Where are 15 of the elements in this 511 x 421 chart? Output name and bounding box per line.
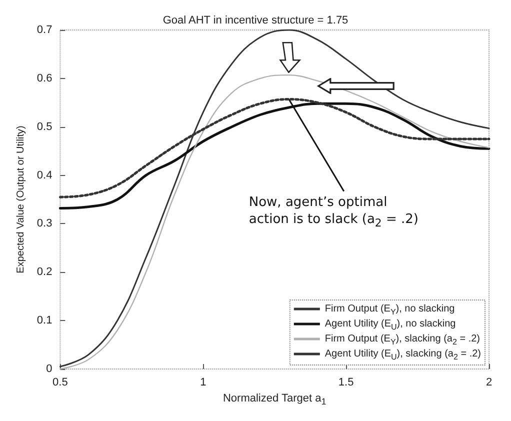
y-tick-label: 0.1 [36,314,52,327]
x-tick-label: 1.5 [338,376,354,388]
y-tick-label: 0.4 [36,169,52,182]
y-tick-label: 0.3 [36,218,52,230]
y-tick-label: 0.5 [36,120,52,133]
x-tick-label: 2 [486,376,492,388]
y-tick-label: 0 [46,363,52,375]
x-tick-label: 1 [200,376,206,388]
y-axis-title: Expected Value (Output or Utility) [16,126,26,274]
x-tick-label: 0.5 [52,376,68,388]
annotation: Now, agent’s optimal action is to slack (a$_{2}$ = .2) [248,194,420,232]
y-tick-label: 0.2 [36,266,52,278]
chart-title: Goal AHT in incentive structure = 1.75 [162,14,348,26]
y-tick-label: 0.6 [36,72,52,84]
y-tick-label: 0.7 [36,24,52,36]
